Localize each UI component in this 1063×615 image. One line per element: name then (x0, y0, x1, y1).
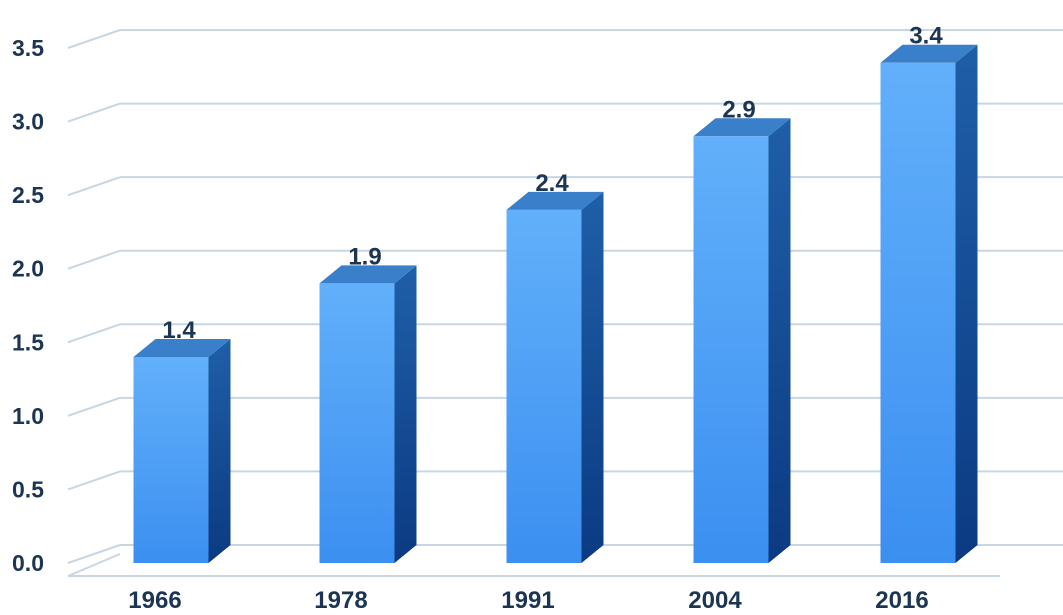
bar-side-face (208, 339, 231, 563)
floor-depth-line (67, 553, 121, 577)
gridline-depth-segment (67, 470, 121, 491)
gridline-depth-segment (67, 29, 121, 49)
y-tick-label: 1.0 (12, 403, 44, 429)
bar-1978: 1.9 (319, 243, 417, 563)
data-label: 2.4 (535, 170, 569, 197)
bar-top-face (506, 191, 604, 210)
gridline (67, 29, 1063, 49)
bar-side-face (394, 265, 417, 563)
gridline-depth-segment (67, 544, 121, 564)
bar-top-face (133, 339, 231, 357)
bars: 1.4 1.9 2.4 2.9 3.4 (133, 23, 978, 564)
gridline-depth-segment (67, 249, 121, 270)
y-tick-label: 0.5 (12, 476, 44, 502)
bar-2016: 3.4 (880, 23, 978, 563)
bar-front-face (133, 357, 209, 563)
x-tick-label: 2016 (875, 587, 928, 614)
bar-front-face (506, 209, 582, 563)
data-label: 1.9 (348, 243, 381, 270)
y-tick-label: 3.5 (12, 35, 44, 61)
data-label: 3.4 (909, 23, 943, 50)
x-tick-label: 1978 (314, 587, 367, 614)
bar-2004: 2.9 (693, 96, 791, 564)
gridline-depth-segment (67, 323, 121, 344)
bar-front-face (880, 62, 956, 563)
bar-top-face (880, 44, 978, 63)
bar-1991: 2.4 (506, 170, 604, 563)
gridline-depth-segment (67, 176, 121, 197)
y-tick-label: 2.5 (12, 182, 44, 208)
bar-front-face (319, 283, 395, 563)
x-tick-label: 1966 (128, 587, 181, 614)
y-tick-label: 0.0 (12, 550, 44, 576)
bar-side-face (955, 44, 978, 563)
x-axis: 1966 1978 1991 2004 2016 (128, 587, 928, 614)
y-axis: 0.0 0.5 1.0 1.5 2.0 2.5 3.0 3.5 (12, 35, 44, 576)
y-tick-label: 1.5 (12, 329, 44, 355)
x-tick-label: 1991 (501, 587, 554, 614)
y-tick-label: 3.0 (12, 109, 44, 135)
gridline-depth-segment (67, 396, 121, 417)
x-tick-label: 2004 (688, 587, 742, 614)
gridline-depth-segment (67, 102, 121, 123)
data-label: 1.4 (162, 317, 196, 344)
bar-top-face (319, 265, 417, 284)
bar-front-face (693, 136, 769, 564)
bar-top-face (693, 118, 791, 137)
bar-side-face (768, 118, 791, 564)
data-label: 2.9 (722, 96, 755, 123)
bar-1966: 1.4 (133, 317, 231, 563)
y-tick-label: 2.0 (12, 256, 44, 282)
bar-side-face (581, 191, 604, 563)
